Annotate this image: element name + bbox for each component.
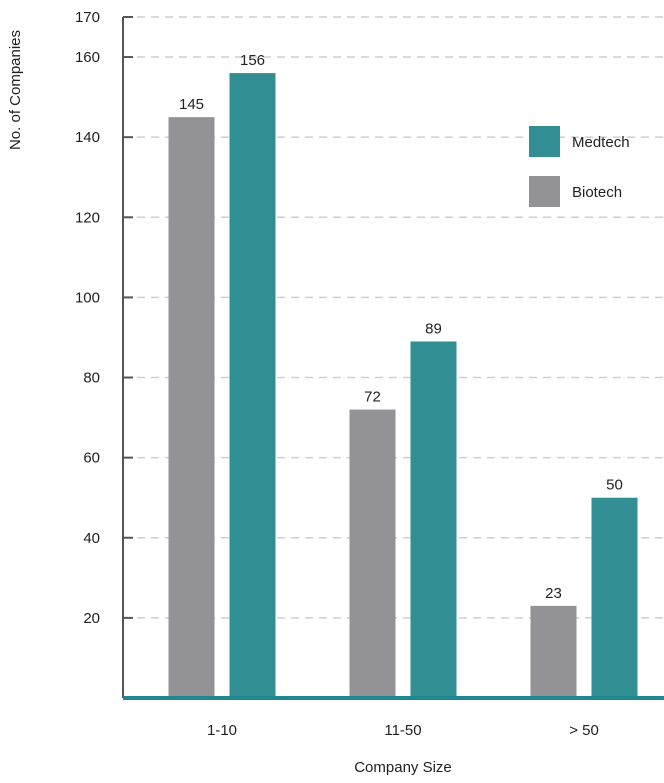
data-label: 50 — [606, 477, 623, 494]
legend-label: Biotech — [572, 184, 622, 201]
bars — [168, 73, 638, 699]
legend-swatch-medtech — [529, 126, 560, 157]
y-tick-label: 120 — [75, 209, 100, 226]
axes: 20 40 60 80 100 120 140 160 170 1-10 11-50 > 50 — [75, 9, 664, 739]
data-label: 145 — [179, 96, 204, 113]
x-tick-label: 1-10 — [207, 722, 237, 739]
y-tick-label: 40 — [83, 530, 100, 547]
data-label: 23 — [545, 585, 562, 602]
y-tick-label: 60 — [83, 450, 100, 467]
bar-biotech-1 — [349, 409, 396, 698]
bar-medtech-1 — [410, 341, 457, 698]
y-tick-label: 100 — [75, 289, 100, 306]
data-label: 89 — [425, 320, 442, 337]
bar-medtech-2 — [591, 497, 638, 698]
data-labels: 145 156 72 89 23 50 — [179, 52, 623, 602]
x-tick-label: 11-50 — [384, 722, 421, 739]
y-tick-label: 170 — [75, 9, 100, 26]
bar-biotech-0 — [168, 117, 215, 699]
legend: Medtech Biotech — [529, 126, 630, 207]
y-axis-title: No. of Companies — [7, 30, 24, 150]
y-tick-label: 20 — [83, 610, 100, 627]
data-label: 156 — [240, 52, 265, 69]
legend-swatch-biotech — [529, 176, 560, 207]
bar-medtech-0 — [229, 73, 276, 699]
y-tick-label: 80 — [83, 370, 100, 387]
y-tick-label: 160 — [75, 49, 100, 66]
bar-biotech-2 — [530, 605, 577, 698]
x-axis-title: Company Size — [354, 759, 452, 776]
legend-label: Medtech — [572, 134, 630, 151]
y-tick-label: 140 — [75, 129, 100, 146]
x-tick-label: > 50 — [569, 722, 599, 739]
data-label: 72 — [364, 389, 381, 406]
